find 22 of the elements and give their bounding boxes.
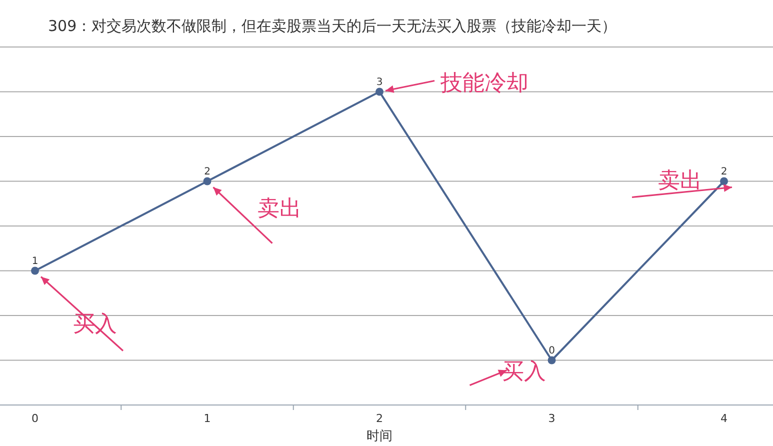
point <box>203 177 212 186</box>
chart-title: 309：对交易次数不做限制，但在卖股票当天的后一天无法买入股票（技能冷却一天） <box>48 17 617 35</box>
x-tick-label: 3 <box>548 412 556 425</box>
data-label: 2 <box>720 166 728 178</box>
x-tick-label: 4 <box>720 412 728 425</box>
point <box>376 88 384 96</box>
data-label: 1 <box>32 256 38 267</box>
annotation: 买入 <box>502 359 546 384</box>
data-label: 0 <box>548 345 555 356</box>
annotation: 买入 <box>73 312 117 337</box>
data-label: 2 <box>204 166 210 178</box>
point <box>548 356 556 364</box>
x-tick-label: 2 <box>376 412 383 425</box>
annotation: 卖出 <box>658 168 702 194</box>
annotation: 卖出 <box>257 196 302 222</box>
point <box>720 177 728 186</box>
x-axis-title: 时间 <box>366 429 392 444</box>
annotation: 技能冷却 <box>440 70 528 96</box>
point <box>31 266 39 275</box>
data-label: 3 <box>376 76 383 88</box>
x-tick-label: 1 <box>204 412 211 425</box>
x-tick-label: 0 <box>32 412 38 425</box>
